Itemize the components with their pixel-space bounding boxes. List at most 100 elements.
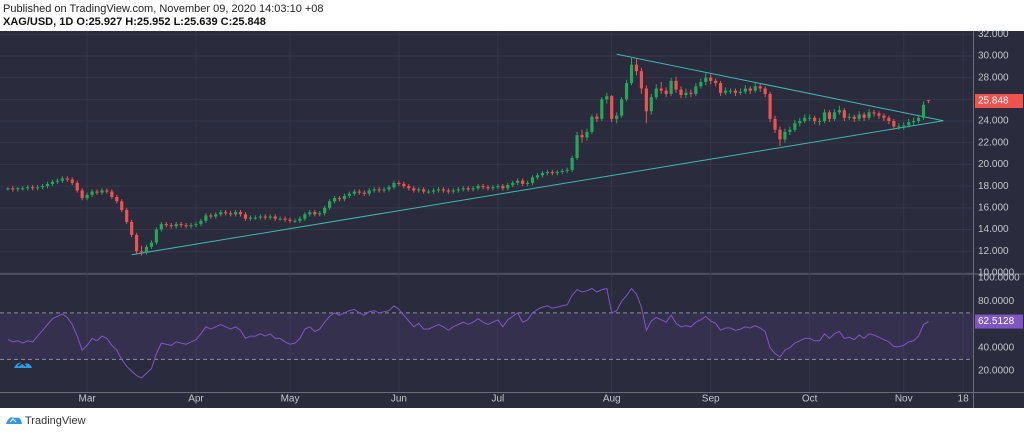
trend-line <box>131 120 944 256</box>
candle-body <box>417 189 421 191</box>
candle-body <box>125 209 129 222</box>
candle-body <box>70 179 74 183</box>
candle-body <box>684 92 688 96</box>
candle-body <box>144 246 149 253</box>
candle-body <box>649 97 653 112</box>
candle-body <box>491 187 495 189</box>
y-tick-label: 22.000 <box>978 137 1009 148</box>
candle-body <box>233 212 238 215</box>
candle-body <box>803 117 807 122</box>
y-tick-label: 14.000 <box>978 224 1009 235</box>
candle-body <box>169 225 173 227</box>
candle-body <box>832 112 837 119</box>
candle-body <box>897 126 901 128</box>
candle-body <box>728 90 733 92</box>
y-tick-label: 20.000 <box>978 159 1009 170</box>
candle-body <box>798 121 802 124</box>
x-tick-label: Nov <box>895 394 913 405</box>
y-tick-label: 40.0000 <box>978 342 1015 353</box>
candle-body <box>159 224 163 230</box>
candle-body <box>115 196 119 202</box>
candle-body <box>154 229 158 243</box>
candle-body <box>60 178 64 181</box>
candle-body <box>174 224 178 227</box>
x-tick-label: Sep <box>702 394 720 405</box>
candle-body <box>615 115 619 119</box>
candle-body <box>921 104 926 118</box>
candle-body <box>238 212 243 215</box>
candle-body <box>149 242 154 247</box>
candle-body <box>422 189 426 192</box>
candle-body <box>436 189 441 191</box>
candle-body <box>644 88 648 112</box>
candle-body <box>718 83 723 93</box>
footer-logo <box>6 417 22 424</box>
candle-body <box>887 117 891 122</box>
candle-body <box>560 170 564 173</box>
x-tick-label: Aug <box>603 394 621 405</box>
candle-body <box>451 190 455 192</box>
candle-body <box>857 114 861 119</box>
candle-body <box>610 96 614 119</box>
candle-body <box>372 189 376 191</box>
candle-body <box>545 172 549 174</box>
candle-body <box>723 90 728 93</box>
candle-body <box>412 188 416 191</box>
y-tick-label: 10.0000 <box>978 268 1015 279</box>
candle-body <box>521 180 525 184</box>
candle-body <box>95 191 99 193</box>
y-tick-label: 18.000 <box>978 181 1009 192</box>
x-tick-label: Jun <box>391 394 407 405</box>
candle-body <box>461 188 465 190</box>
candle-body <box>164 224 168 226</box>
candle-body <box>877 113 881 116</box>
candle-body <box>283 218 287 220</box>
candle-body <box>194 224 198 226</box>
candle-body <box>288 219 292 221</box>
candle-body <box>26 187 30 189</box>
candle-body <box>481 186 485 188</box>
candle-body <box>446 190 450 192</box>
y-tick-label: 30.000 <box>978 51 1009 62</box>
x-tick-label: Apr <box>188 394 204 405</box>
candle-body <box>219 212 223 215</box>
candle-body <box>778 129 782 140</box>
candle-body <box>624 83 629 100</box>
candle-body <box>229 213 233 215</box>
y-tick-label: 28.000 <box>978 72 1009 83</box>
candle-body <box>471 188 475 190</box>
candle-body <box>827 112 832 119</box>
candle-body <box>516 180 520 183</box>
candle-body <box>357 191 361 193</box>
candle-body <box>629 64 634 84</box>
candle-body <box>407 186 411 189</box>
candle-body <box>530 177 535 183</box>
candle-body <box>134 234 139 252</box>
candle-body <box>224 212 228 214</box>
candle-body <box>313 212 317 215</box>
candle-body <box>21 188 25 190</box>
x-tick-label: Jul <box>491 394 504 405</box>
candle-body <box>654 88 658 98</box>
candle-body <box>842 110 846 118</box>
candle-body <box>80 190 84 199</box>
candle-body <box>110 191 114 197</box>
candle-body <box>659 88 663 91</box>
x-tick-label: May <box>281 394 300 405</box>
candle-body <box>298 218 302 221</box>
candle-body <box>926 100 931 102</box>
candle-body <box>892 121 896 127</box>
last-price-badge <box>975 93 1023 108</box>
candle-body <box>733 90 738 93</box>
candle-body <box>540 173 545 176</box>
candle-body <box>585 131 589 138</box>
candle-body <box>501 186 505 189</box>
candle-body <box>308 212 312 215</box>
candle-body <box>441 189 446 191</box>
candle-body <box>397 182 401 184</box>
candle-body <box>674 80 678 90</box>
candle-body <box>788 129 792 132</box>
candle-body <box>916 117 921 122</box>
candle-body <box>748 88 752 91</box>
candle-body <box>758 86 762 89</box>
